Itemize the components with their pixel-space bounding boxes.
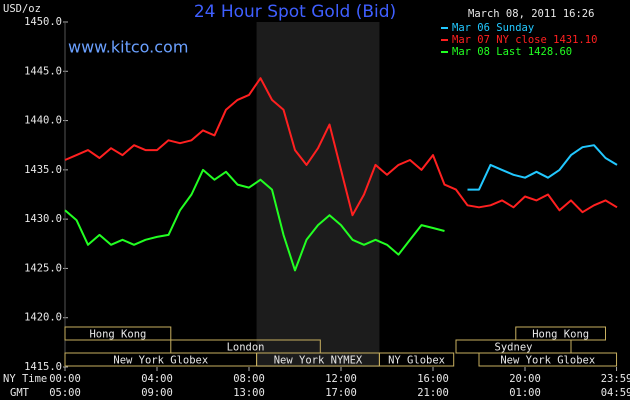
y-tick-label: 1450.0 bbox=[24, 16, 62, 28]
y-tick-label: 1430.0 bbox=[24, 213, 62, 225]
legend-label: Mar 06 Sunday bbox=[452, 22, 534, 34]
x2-tick-label: 05:00 bbox=[49, 387, 81, 399]
x-tick-label: 04:00 bbox=[141, 373, 173, 385]
session-label: NY Globex bbox=[388, 355, 445, 367]
series-line bbox=[64, 77, 618, 217]
session-label: New York Globex bbox=[113, 355, 208, 367]
x-tick-label: 16:00 bbox=[417, 373, 449, 385]
session-label: New York NYMEX bbox=[274, 355, 363, 367]
x-tick-label: 20:00 bbox=[509, 373, 541, 385]
session-label: London bbox=[227, 342, 265, 354]
x2-axis-label: GMT bbox=[10, 387, 30, 399]
x2-tick-label: 21:00 bbox=[417, 387, 449, 399]
session-label: New York Globex bbox=[500, 355, 595, 367]
y-tick-label: 1445.0 bbox=[24, 65, 62, 77]
legend-label: Mar 08 Last 1428.60 bbox=[452, 46, 572, 58]
x2-tick-label: 04:59 bbox=[601, 387, 630, 399]
x2-tick-label: 13:00 bbox=[233, 387, 265, 399]
session-label: Hong Kong bbox=[532, 329, 589, 341]
y-tick-label: 1435.0 bbox=[24, 164, 62, 176]
x-tick-label: 08:00 bbox=[233, 373, 265, 385]
y-tick-label: 1420.0 bbox=[24, 312, 62, 324]
x2-tick-label: 09:00 bbox=[141, 387, 173, 399]
x-tick-label: 12:00 bbox=[325, 373, 357, 385]
series-line bbox=[64, 168, 445, 272]
session-box bbox=[64, 326, 172, 341]
site-label: www.kitco.com bbox=[68, 38, 188, 57]
x2-tick-label: 01:00 bbox=[509, 387, 541, 399]
series-line bbox=[467, 144, 618, 191]
legend-label: Mar 07 NY close 1431.10 bbox=[452, 34, 597, 46]
y-axis-label: USD/oz bbox=[3, 3, 41, 15]
session-box bbox=[378, 352, 455, 367]
session-label: Hong Kong bbox=[89, 329, 146, 341]
x-tick-label: 00:00 bbox=[49, 373, 81, 385]
chart-title: 24 Hour Spot Gold (Bid) bbox=[194, 2, 396, 22]
x2-tick-label: 17:00 bbox=[325, 387, 357, 399]
y-tick-label: 1440.0 bbox=[24, 115, 62, 127]
x-axis-label: NY Time bbox=[3, 373, 47, 385]
shaded-region bbox=[256, 22, 380, 367]
x-tick-label: 23:59 bbox=[601, 373, 630, 385]
y-tick-label: 1425.0 bbox=[24, 262, 62, 274]
y-tick-label: 1415.0 bbox=[24, 361, 62, 373]
timestamp: March 08, 2011 16:26 bbox=[468, 8, 594, 20]
session-label: Sydney bbox=[495, 342, 533, 354]
session-box bbox=[478, 352, 618, 367]
